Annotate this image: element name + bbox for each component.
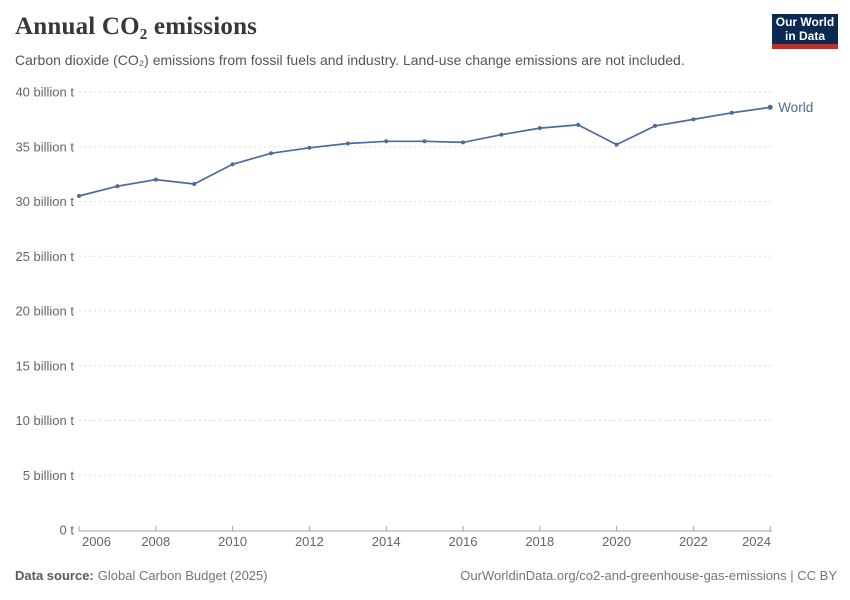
x-axis-label: 2012 xyxy=(295,534,324,549)
data-source-value: Global Carbon Budget (2025) xyxy=(97,568,268,583)
data-point-2011[interactable] xyxy=(269,151,273,156)
data-point-2019[interactable] xyxy=(576,122,581,127)
data-point-2015[interactable] xyxy=(422,139,427,144)
y-axis-label: 30 billion t xyxy=(15,194,74,209)
x-axis-label: 2024 xyxy=(742,534,771,549)
data-point-2017[interactable] xyxy=(499,132,504,137)
x-axis-label: 2014 xyxy=(372,534,401,549)
data-point-2014[interactable] xyxy=(384,139,389,144)
y-axis-label: 0 t xyxy=(60,523,75,538)
data-point-2024[interactable] xyxy=(767,104,773,110)
x-axis-label: 2020 xyxy=(602,534,631,549)
x-axis-label: 2008 xyxy=(141,534,170,549)
x-axis-label: 2022 xyxy=(679,534,708,549)
footer-citation: OurWorldinData.org/co2-and-greenhouse-ga… xyxy=(460,568,837,583)
world-line xyxy=(78,106,771,197)
data-point-2008[interactable] xyxy=(153,177,158,182)
x-axis-label: 2006 xyxy=(82,534,111,549)
data-point-2012[interactable] xyxy=(307,145,312,150)
y-axis-label: 15 billion t xyxy=(15,358,74,373)
x-axis-label: 2010 xyxy=(218,534,247,549)
data-point-2023[interactable] xyxy=(729,110,734,115)
y-axis-label: 25 billion t xyxy=(15,249,74,264)
data-point-2010[interactable] xyxy=(230,162,235,167)
data-source: Data source: Global Carbon Budget (2025) xyxy=(15,568,268,583)
y-axis-label: 40 billion t xyxy=(15,85,74,100)
y-axis-label: 35 billion t xyxy=(15,139,74,154)
x-axis-label: 2018 xyxy=(525,534,554,549)
data-point-2016[interactable] xyxy=(461,140,465,145)
owid-logo-line1: Our World xyxy=(775,15,835,29)
y-axis-label: 10 billion t xyxy=(15,413,74,428)
y-axis-label: 20 billion t xyxy=(15,304,74,319)
data-point-2009[interactable] xyxy=(192,182,197,186)
data-point-2006[interactable] xyxy=(77,194,81,198)
data-point-2022[interactable] xyxy=(691,117,696,122)
chart-subtitle: Carbon dioxide (CO₂) emissions from foss… xyxy=(15,52,685,68)
data-point-2021[interactable] xyxy=(653,123,657,128)
chart-footer: Data source: Global Carbon Budget (2025) … xyxy=(15,568,837,583)
x-axis-label: 2016 xyxy=(449,534,478,549)
data-source-label: Data source: xyxy=(15,568,94,583)
data-point-2020[interactable] xyxy=(614,142,619,147)
data-point-2013[interactable] xyxy=(345,141,350,146)
y-axis-label: 5 billion t xyxy=(23,468,75,483)
owid-logo-line2: in Data xyxy=(784,29,825,43)
data-point-2007[interactable] xyxy=(115,184,120,189)
series-label-world[interactable]: World xyxy=(778,100,813,115)
page-title: Annual CO₂ emissions xyxy=(15,13,258,40)
data-point-2018[interactable] xyxy=(537,126,542,131)
owid-logo[interactable]: Our World in Data xyxy=(772,14,838,49)
